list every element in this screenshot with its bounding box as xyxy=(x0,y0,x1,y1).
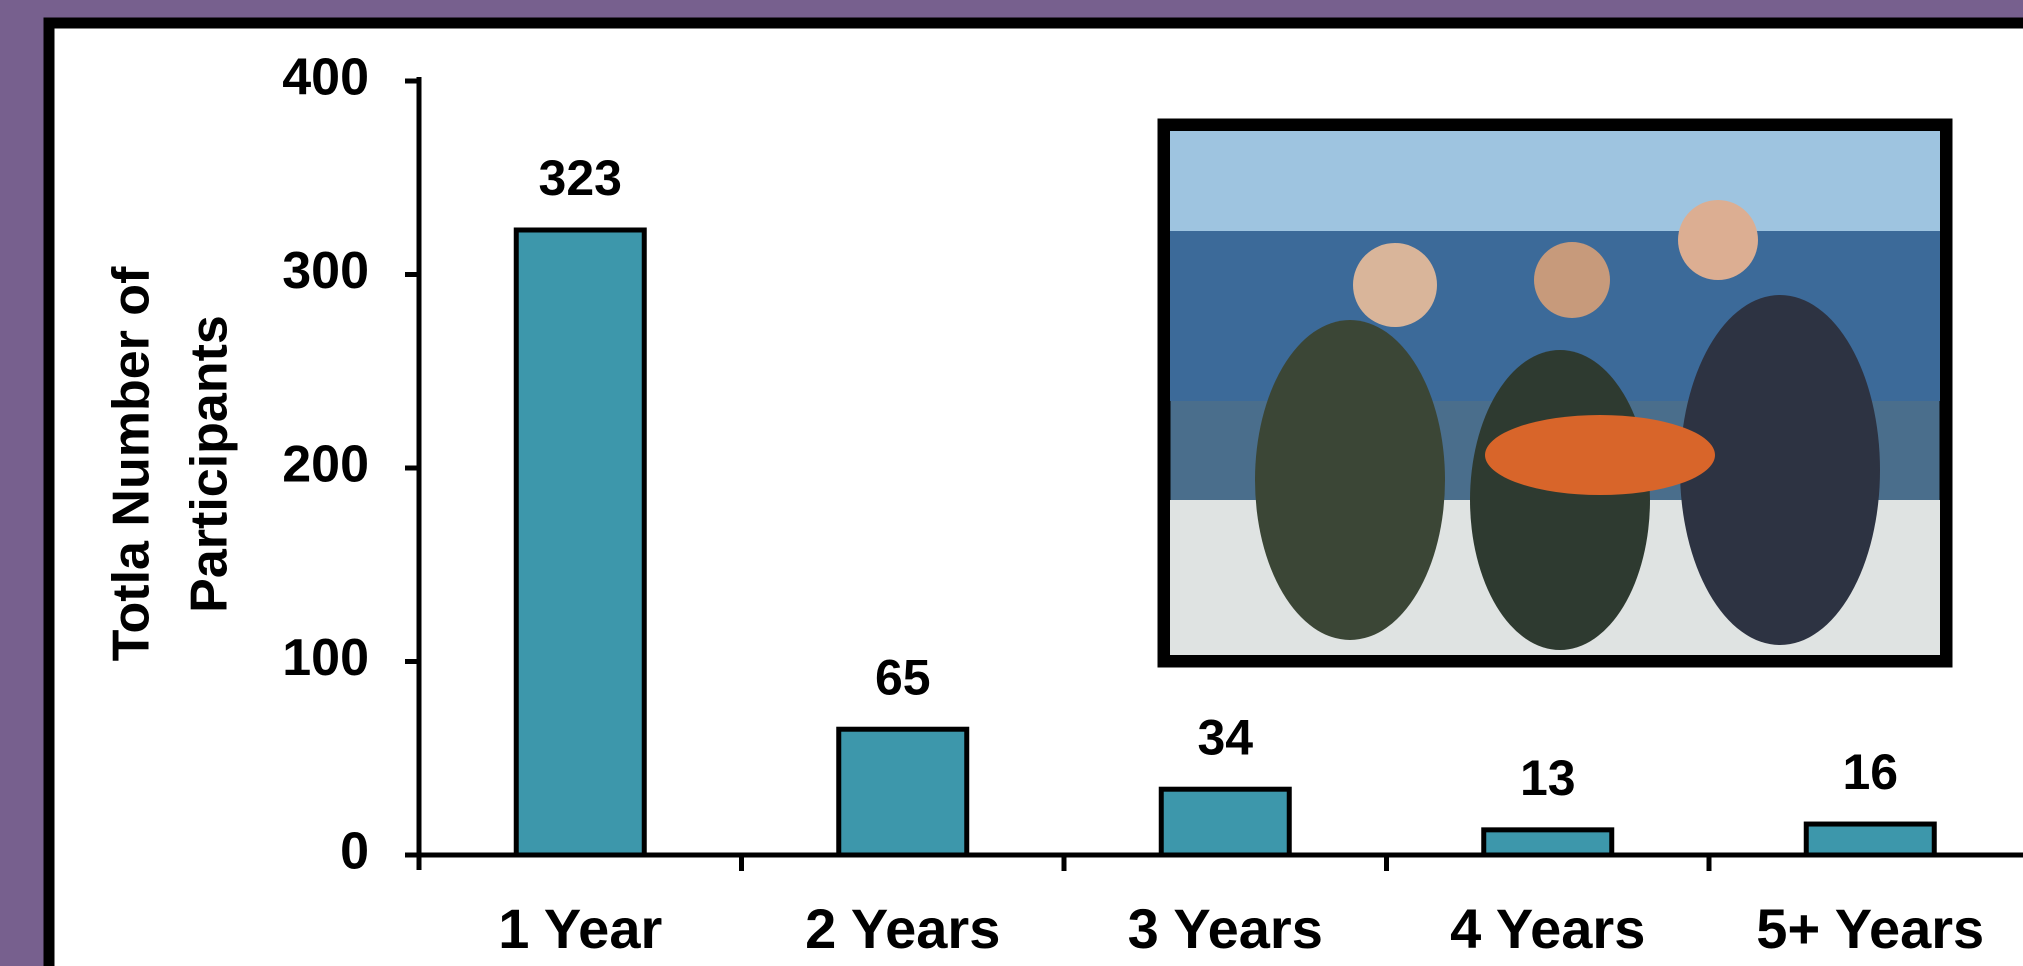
y-tick-label: 400 xyxy=(282,49,369,107)
y-axis-title: Totla Number of xyxy=(103,266,161,661)
y-axis-title: Participants xyxy=(181,315,239,613)
x-tick-label: 3 Years xyxy=(1128,897,1323,960)
photo xyxy=(1157,118,1953,668)
x-tick-label: 2 Years xyxy=(805,897,1000,960)
value-label: 16 xyxy=(1842,744,1898,800)
value-label: 323 xyxy=(539,150,622,206)
x-tick-label: 4 Years xyxy=(1450,897,1645,960)
value-label: 34 xyxy=(1197,709,1253,765)
value-label: 13 xyxy=(1520,750,1576,806)
y-tick-label: 0 xyxy=(340,823,369,881)
y-tick-label: 300 xyxy=(282,242,369,300)
bar xyxy=(1481,827,1615,858)
bar xyxy=(1803,821,1937,858)
x-tick-label: 1 Year xyxy=(498,897,662,960)
y-tick-label: 100 xyxy=(282,629,369,687)
bar xyxy=(836,726,970,858)
y-tick-label: 200 xyxy=(282,436,369,494)
bar xyxy=(513,227,647,858)
bar xyxy=(1158,786,1292,858)
x-tick-label: 5+ Years xyxy=(1756,897,1984,960)
value-label: 65 xyxy=(875,649,931,705)
